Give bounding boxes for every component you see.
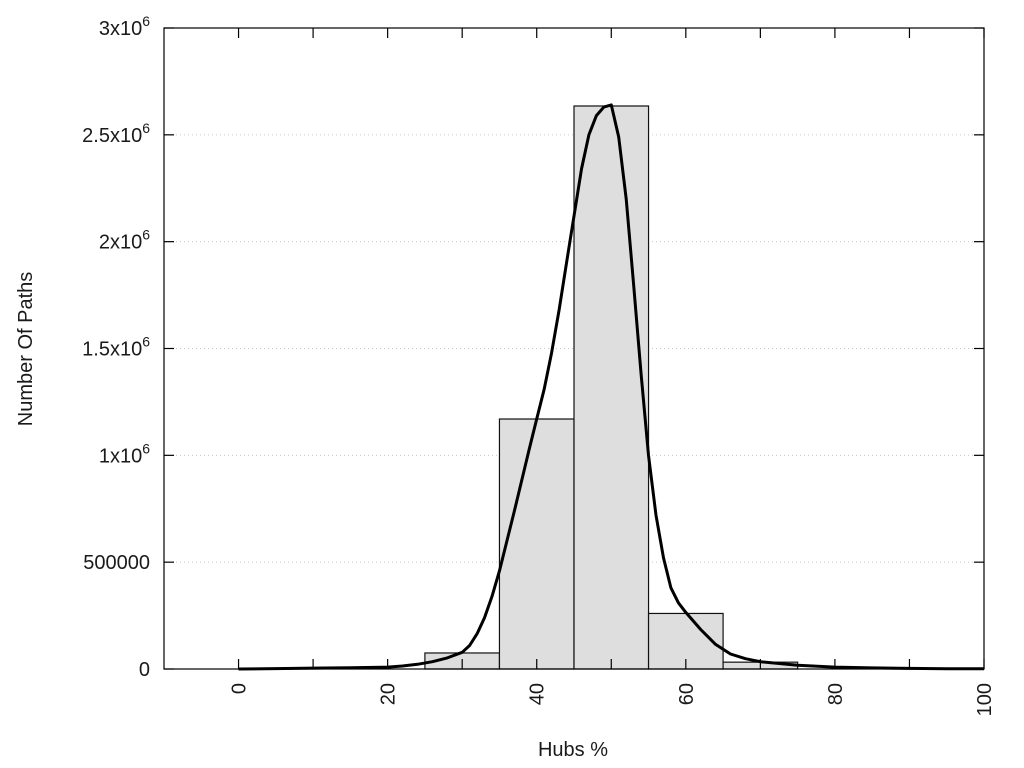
x-axis-title: Hubs % bbox=[538, 739, 608, 761]
histogram-bars bbox=[424, 105, 799, 670]
histogram-bar bbox=[498, 418, 575, 670]
x-tick-label: 0 bbox=[229, 683, 251, 694]
x-tick-label: 60 bbox=[676, 683, 698, 705]
x-tick-label: 40 bbox=[527, 683, 549, 705]
y-axis-title: Number Of Paths bbox=[15, 272, 37, 427]
y-tick-label: 2x106 bbox=[99, 227, 150, 254]
y-tick-label: 1.5x106 bbox=[82, 334, 150, 361]
y-axis: 0 500000 1x106 1.5x106 2x106 2.5x106 3x106 bbox=[82, 13, 984, 681]
x-tick-label: 80 bbox=[825, 683, 847, 705]
y-tick-label: 500000 bbox=[83, 552, 150, 574]
y-tick-label: 0 bbox=[139, 659, 150, 681]
y-tick-label: 3x106 bbox=[99, 13, 150, 40]
y-tick-label: 1x106 bbox=[99, 440, 150, 467]
x-axis: 0 20 40 60 80 100 bbox=[229, 28, 996, 716]
x-tick-label: 100 bbox=[974, 683, 996, 716]
histogram-bar bbox=[573, 105, 650, 670]
y-tick-label: 2.5x106 bbox=[82, 120, 150, 147]
x-tick-label: 20 bbox=[378, 683, 400, 705]
grid-lines bbox=[164, 134, 984, 563]
density-curve bbox=[238, 103, 985, 671]
